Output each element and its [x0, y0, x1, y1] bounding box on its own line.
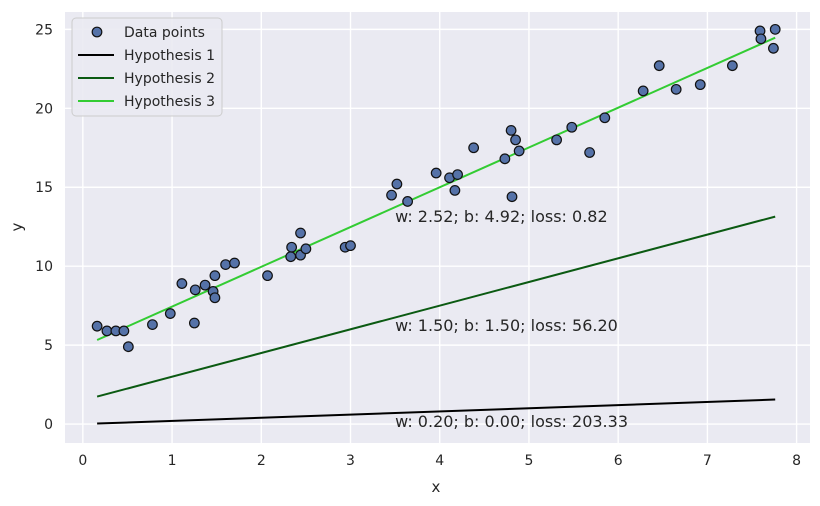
legend-label-data-points: Data points	[124, 25, 205, 41]
x-tick-label: 6	[614, 453, 623, 469]
data-point	[188, 317, 200, 329]
data-point	[147, 319, 158, 330]
data-point	[295, 227, 306, 239]
data-point	[122, 341, 134, 353]
annotations: w: 0.20; b: 0.00; loss: 203.33 w: 1.50; b…	[395, 207, 628, 431]
data-point	[209, 270, 221, 282]
data-point	[402, 196, 414, 207]
data-point	[468, 142, 480, 154]
data-point	[726, 60, 738, 72]
x-tick-label: 4	[435, 453, 444, 469]
y-tick-label: 25	[35, 22, 53, 38]
data-point	[176, 278, 188, 289]
data-point	[209, 292, 221, 304]
y-axis-label: y	[8, 222, 26, 231]
data-point	[505, 125, 517, 136]
y-tick-label: 5	[44, 338, 53, 354]
data-point	[262, 270, 273, 282]
data-point	[386, 189, 397, 201]
data-point	[300, 243, 312, 255]
loss-annotation: w: 2.52; b: 4.92; loss: 0.82	[395, 207, 608, 226]
data-point	[220, 259, 231, 271]
y-tick-label: 20	[35, 101, 53, 117]
legend-box	[71, 17, 223, 117]
data-point	[164, 308, 176, 319]
data-point	[637, 85, 649, 97]
data-point	[118, 325, 130, 337]
hypothesis-line	[96, 215, 776, 398]
data-point	[430, 167, 442, 179]
data-point	[285, 251, 297, 263]
data-point	[391, 178, 403, 190]
x-tick-label: 2	[257, 453, 266, 469]
data-point	[286, 241, 298, 253]
data-point	[449, 184, 461, 196]
loss-annotation: w: 0.20; b: 0.00; loss: 203.33	[395, 412, 628, 431]
data-point	[653, 60, 665, 72]
data-point	[513, 145, 525, 157]
y-tick-label: 0	[44, 417, 53, 433]
x-axis-label: x	[432, 478, 441, 496]
data-point	[510, 134, 521, 146]
grid-lines	[65, 12, 810, 443]
y-tick-label: 15	[35, 180, 53, 196]
data-point	[755, 33, 767, 45]
hypothesis-line	[97, 398, 776, 425]
data-point	[769, 23, 781, 35]
x-tick-label: 8	[792, 453, 801, 469]
data-point	[694, 79, 706, 91]
data-point	[452, 169, 463, 181]
legend-marker-data-points	[91, 26, 103, 38]
data-point	[229, 257, 240, 269]
x-tick-label: 7	[703, 453, 712, 469]
legend-label: Hypothesis 3	[124, 94, 215, 110]
x-tick-label: 3	[346, 453, 355, 469]
data-point	[599, 112, 611, 124]
loss-annotation: w: 1.50; b: 1.50; loss: 56.20	[395, 316, 618, 335]
data-points	[91, 23, 781, 353]
legend-label: Hypothesis 1	[124, 48, 215, 64]
data-point	[551, 134, 563, 146]
data-point	[768, 42, 779, 54]
legend-label: Hypothesis 2	[124, 71, 215, 87]
y-tick-labels: 0 5 10 15 20 25	[35, 22, 53, 433]
data-point	[345, 240, 356, 252]
data-point	[199, 279, 211, 291]
x-tick-label: 5	[524, 453, 533, 469]
data-point	[506, 191, 518, 203]
y-tick-label: 10	[35, 259, 53, 275]
data-point	[91, 320, 103, 332]
x-tick-label: 0	[78, 453, 87, 469]
data-point	[584, 147, 596, 158]
data-point	[499, 153, 511, 165]
data-point	[189, 284, 201, 296]
legend: Data points Hypothesis 1 Hypothesis 2 Hypot…	[71, 17, 223, 117]
data-point	[670, 83, 682, 95]
data-point	[566, 121, 578, 133]
data-point	[101, 325, 113, 337]
x-tick-label: 1	[168, 453, 177, 469]
x-tick-labels: 0 1 2 3 4 5 6 7 8	[78, 453, 801, 469]
